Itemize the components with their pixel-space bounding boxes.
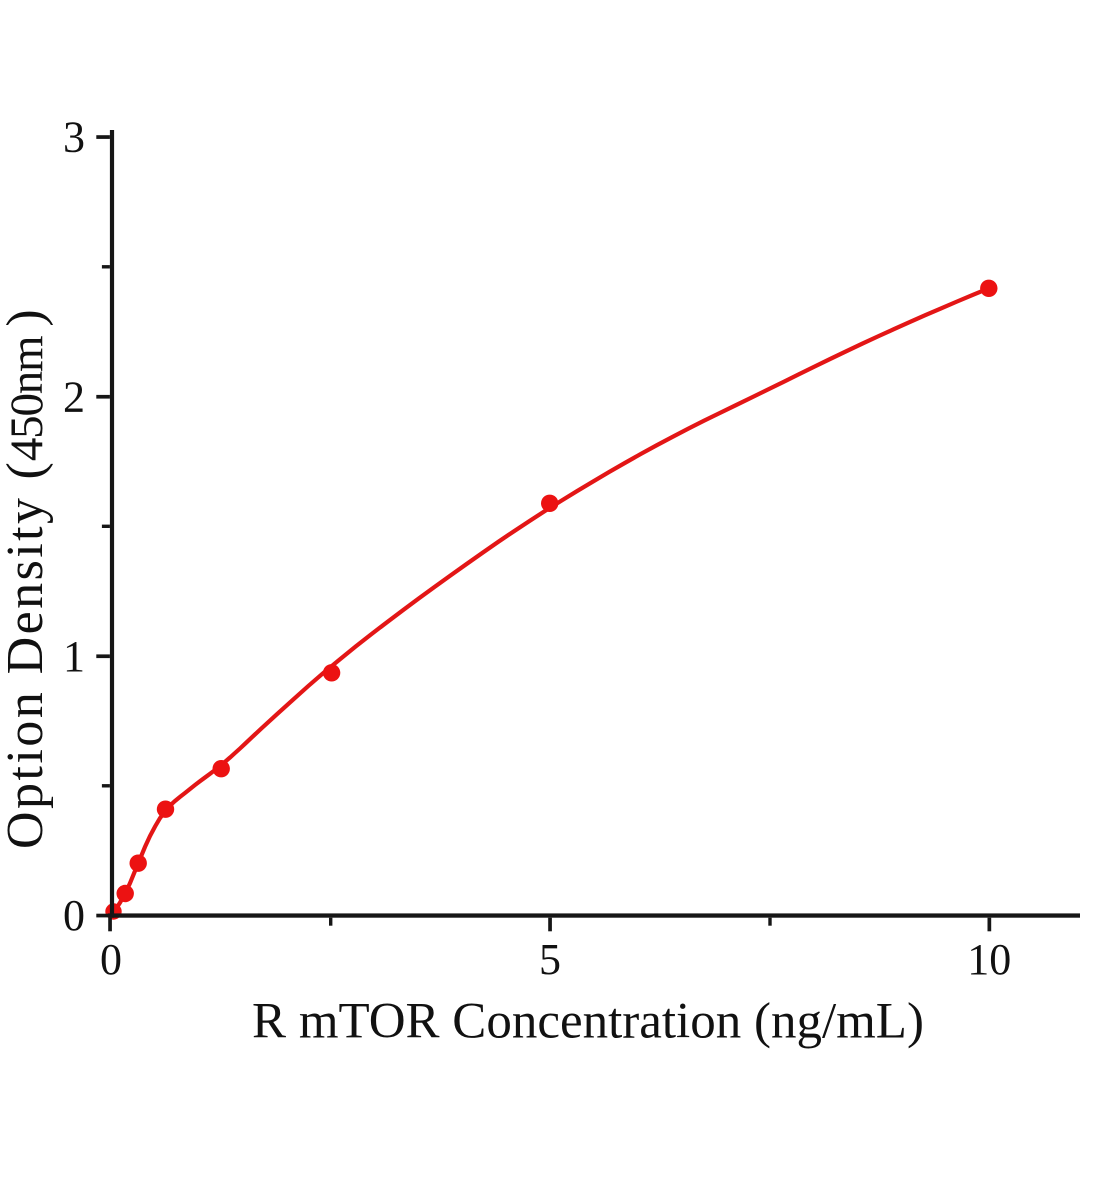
svg-text:1: 1 (63, 632, 85, 681)
svg-text:Option Density(450nm): Option Density(450nm) (0, 309, 54, 849)
svg-text:R mTOR Concentration (ng/mL): R mTOR Concentration (ng/mL) (252, 994, 924, 1050)
svg-text:5: 5 (539, 935, 561, 984)
svg-text:0: 0 (63, 891, 85, 940)
svg-text:2: 2 (63, 372, 85, 421)
svg-text:3: 3 (63, 113, 85, 162)
svg-text:0: 0 (100, 935, 122, 984)
svg-text:10: 10 (967, 935, 1011, 984)
